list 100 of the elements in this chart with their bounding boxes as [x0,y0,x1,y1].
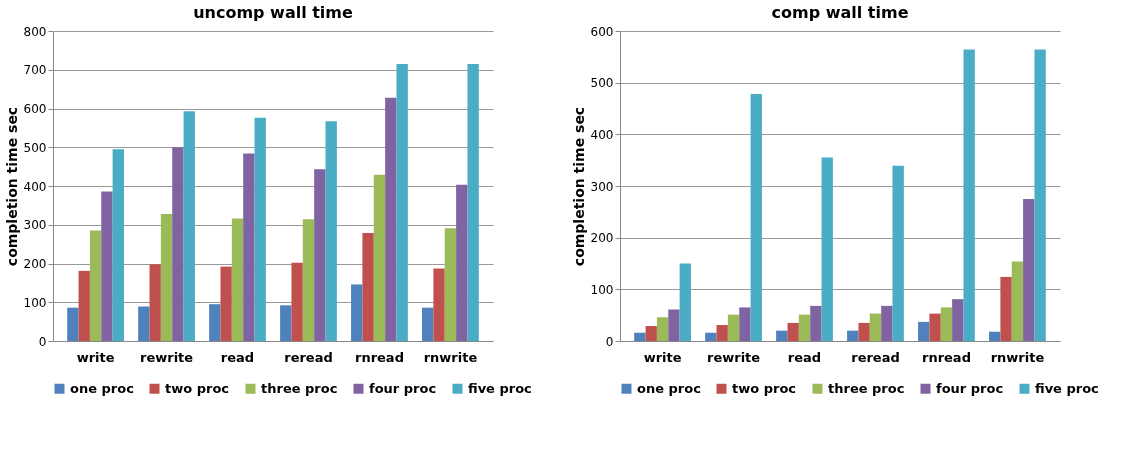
bar [467,63,479,341]
bar [138,306,150,341]
bar [963,49,975,341]
bar [67,307,79,341]
x-tick-label: reread [851,349,900,365]
bar [456,184,468,341]
bar [396,63,408,341]
y-tick-label: 300 [23,218,47,233]
bar [716,324,728,341]
y-tick-label: 200 [590,231,614,246]
x-tick-label: rewrite [706,349,761,365]
x-tick-label: reread [284,349,333,365]
bar [422,307,434,341]
bar [254,117,266,341]
bar [160,213,173,341]
y-tick-label: 300 [590,179,614,194]
bar [444,228,457,341]
y-tick-label: 400 [23,179,47,194]
x-tick-label: read [787,349,822,365]
x-tick-label: rewrite [139,349,194,365]
bar [679,263,691,341]
bar [243,153,255,341]
bar [433,268,445,341]
y-tick-label: 700 [23,63,47,78]
x-tick-label: rnwrite [423,349,478,365]
y-tick-label: 0 [605,334,614,349]
y-tick-label: 400 [590,127,614,142]
legend-label: three proc [828,380,905,396]
bar [858,322,870,341]
bar [869,313,882,341]
bar [727,314,740,341]
bar [1023,198,1035,341]
bar [952,299,964,341]
bar [209,304,221,341]
bar [989,331,1001,341]
bar [385,97,397,341]
bar [881,305,893,341]
bar [373,174,386,341]
legend-label: three proc [261,380,338,396]
bar [220,266,232,341]
y-tick-label: 100 [23,295,47,310]
bar [183,111,195,341]
bar [302,219,315,341]
legend-label: four proc [369,380,437,396]
chart-title: uncomp wall time [193,3,354,22]
bar [892,165,904,341]
y-tick-label: 500 [23,140,47,155]
bar [940,307,953,341]
bar [172,147,184,341]
bar [325,121,337,341]
bar [351,284,363,341]
y-tick-label: 500 [590,76,614,91]
legend-label: five proc [468,380,532,396]
legend-label: one proc [70,380,134,396]
bar [89,230,102,341]
bar [668,309,680,341]
x-tick-label: rnwrite [990,349,1045,365]
bar [918,321,930,341]
chart-title: comp wall time [771,3,909,22]
bar [739,307,751,341]
bar [750,94,762,341]
x-tick-label: rnread [354,349,404,365]
bar [810,305,822,341]
bar [798,314,811,341]
y-axis-title: completion time sec [3,106,20,267]
legend-label: two proc [732,380,797,396]
bar [149,264,161,341]
x-tick-label: write [76,349,115,365]
bar [112,149,124,341]
legend-label: four proc [936,380,1004,396]
bar [1000,276,1012,341]
bar [362,232,374,341]
x-tick-label: write [643,349,682,365]
y-tick-label: 0 [38,334,47,349]
bar [705,332,717,341]
y-tick-label: 200 [23,257,47,271]
bar [314,169,326,341]
y-tick-label: 100 [590,282,614,297]
bar [291,262,303,341]
bar [1034,49,1046,341]
bar [280,305,292,341]
y-axis-title: completion time sec [570,106,587,267]
bar [776,330,788,341]
bar [78,270,90,341]
y-tick-label: 600 [23,102,47,116]
bar [101,191,113,341]
y-tick-label: 600 [590,24,614,39]
bar [821,157,833,341]
legend-label: one proc [637,380,701,396]
legend-label: five proc [1035,380,1099,396]
bar [1011,261,1024,341]
bar [634,332,646,341]
legend-label: two proc [165,380,230,396]
bar [929,313,941,341]
bar [847,330,859,341]
bar [656,317,669,341]
x-tick-label: rnread [921,349,971,365]
bar [231,218,244,341]
bar [645,326,657,341]
x-tick-label: read [220,349,255,365]
